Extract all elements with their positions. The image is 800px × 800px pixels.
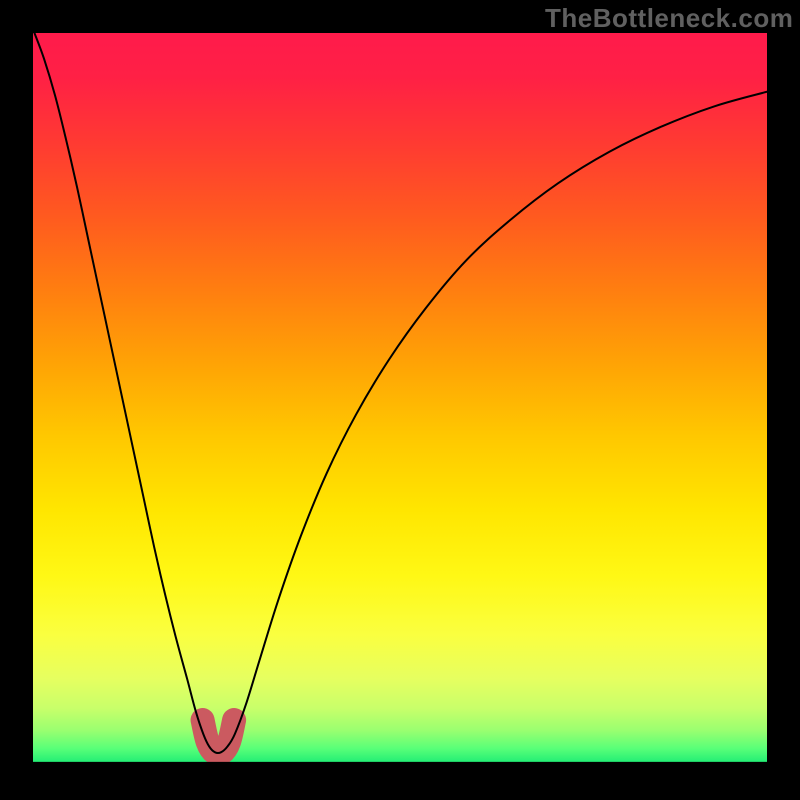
chart-background (33, 33, 767, 767)
watermark-text: TheBottleneck.com (545, 3, 793, 34)
bottleneck-chart (33, 33, 767, 767)
bottom-band (33, 762, 767, 767)
